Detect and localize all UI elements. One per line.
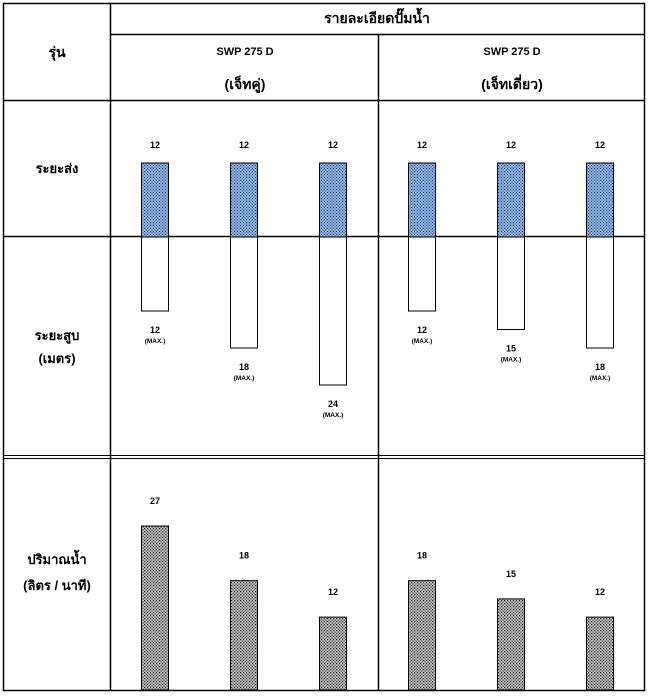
delivery-value-label: 12: [150, 140, 160, 150]
suction-value-label: 18: [595, 362, 605, 372]
suction-bar: [408, 236, 436, 312]
suction-max-label: (MAX.): [412, 338, 433, 345]
model-subtitle-2: (เจ็ทเดี่ยว): [481, 74, 542, 92]
flow-value-label: 15: [506, 569, 516, 579]
flow-bar: [586, 616, 614, 691]
flow-value-label: 12: [595, 587, 605, 597]
suction-max-label: (MAX.): [145, 338, 166, 345]
delivery-bar: [141, 162, 169, 238]
row-label-flow: ปริมาณน้ำ: [27, 549, 86, 567]
delivery-bar: [586, 162, 614, 238]
row-label-flow-unit: (ลิตร / นาที): [23, 578, 91, 593]
suction-bar: [319, 236, 347, 386]
col-model-label: รุ่น: [48, 44, 66, 61]
flow-bar: [319, 616, 347, 691]
flow-bar: [497, 598, 525, 691]
flow-value-label: 18: [417, 551, 427, 561]
flow-value-label: 18: [239, 551, 249, 561]
delivery-value-label: 12: [328, 140, 338, 150]
suction-value-label: 24: [328, 399, 338, 409]
delivery-bar: [319, 162, 347, 238]
suction-max-label: (MAX.): [590, 375, 611, 382]
chart-marks: 12 12 12 12 12 12 12 (MAX.) 18 (MAX.) 24 (MAX.) 12 (M…: [141, 140, 614, 691]
flow-value-label: 27: [150, 496, 160, 506]
delivery-value-label: 12: [506, 140, 516, 150]
model-subtitle-1: (เจ็ทคู่): [225, 75, 266, 93]
suction-bar: [141, 236, 169, 312]
flow-bar: [230, 580, 258, 691]
row-label-suction-unit: (เมตร): [38, 351, 75, 366]
suction-bar: [586, 236, 614, 349]
suction-value-label: 15: [506, 344, 516, 354]
suction-value-label: 12: [417, 325, 427, 335]
suction-max-label: (MAX.): [501, 357, 522, 364]
row-label-suction: ระยะสูบ: [35, 328, 80, 344]
delivery-value-label: 12: [417, 140, 427, 150]
suction-value-label: 18: [239, 362, 249, 372]
suction-bar: [497, 236, 525, 330]
flow-bar: [141, 525, 169, 691]
suction-bar: [230, 236, 258, 349]
delivery-value-label: 12: [239, 140, 249, 150]
model-name-2: SWP 275 D: [483, 46, 540, 58]
suction-value-label: 12: [150, 325, 160, 335]
row-label-delivery: ระยะส่ง: [36, 161, 79, 176]
suction-max-label: (MAX.): [323, 412, 344, 419]
flow-value-label: 12: [328, 587, 338, 597]
delivery-bar: [230, 162, 258, 238]
model-name-1: SWP 275 D: [216, 46, 273, 58]
delivery-bar: [497, 162, 525, 238]
suction-max-label: (MAX.): [234, 375, 255, 382]
delivery-value-label: 12: [595, 140, 605, 150]
table-grid: [2, 2, 646, 692]
details-title: รายละเอียดปั๊มน้ำ: [324, 7, 430, 26]
flow-bar: [408, 580, 436, 691]
delivery-bar: [408, 162, 436, 238]
